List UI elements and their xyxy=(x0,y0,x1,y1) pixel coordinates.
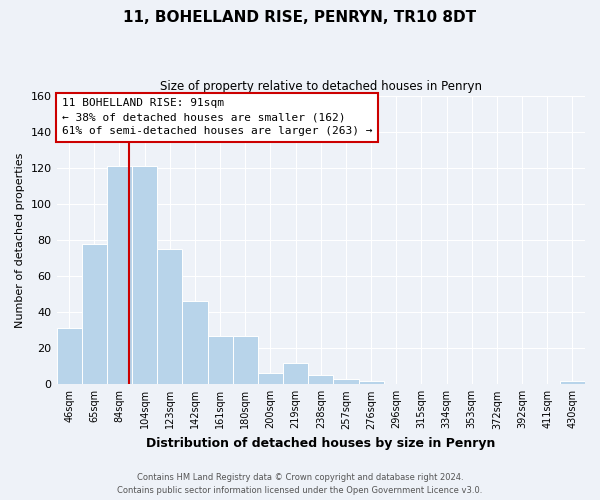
Text: 11 BOHELLAND RISE: 91sqm
← 38% of detached houses are smaller (162)
61% of semi-: 11 BOHELLAND RISE: 91sqm ← 38% of detach… xyxy=(62,98,373,136)
Bar xyxy=(233,336,258,384)
Bar xyxy=(258,374,283,384)
Bar xyxy=(283,362,308,384)
Text: 11, BOHELLAND RISE, PENRYN, TR10 8DT: 11, BOHELLAND RISE, PENRYN, TR10 8DT xyxy=(124,10,476,25)
Bar xyxy=(82,244,107,384)
Bar xyxy=(359,380,383,384)
Bar xyxy=(560,380,585,384)
Title: Size of property relative to detached houses in Penryn: Size of property relative to detached ho… xyxy=(160,80,482,93)
Bar xyxy=(182,302,208,384)
Bar xyxy=(157,249,182,384)
Bar xyxy=(208,336,233,384)
Bar xyxy=(308,376,334,384)
Bar xyxy=(132,166,157,384)
Bar xyxy=(334,379,359,384)
Bar xyxy=(56,328,82,384)
Y-axis label: Number of detached properties: Number of detached properties xyxy=(15,152,25,328)
Bar xyxy=(107,166,132,384)
Text: Contains HM Land Registry data © Crown copyright and database right 2024.
Contai: Contains HM Land Registry data © Crown c… xyxy=(118,474,482,495)
X-axis label: Distribution of detached houses by size in Penryn: Distribution of detached houses by size … xyxy=(146,437,496,450)
